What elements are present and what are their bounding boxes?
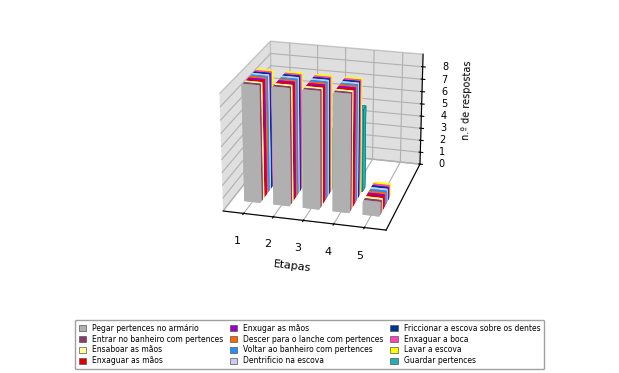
Legend: Pegar pertences no armário, Entrar no banheiro com pertences, Ensaboar as mãos, : Pegar pertences no armário, Entrar no ba…	[75, 320, 544, 369]
X-axis label: Etapas: Etapas	[273, 259, 311, 273]
